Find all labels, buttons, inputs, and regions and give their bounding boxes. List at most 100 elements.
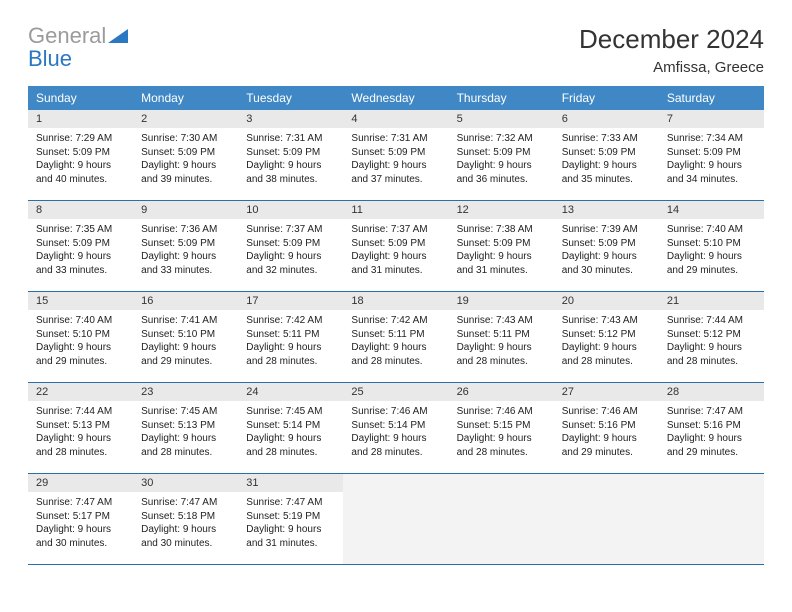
day-body: Sunrise: 7:32 AMSunset: 5:09 PMDaylight:…	[449, 128, 554, 192]
daylight-line1: Daylight: 9 hours	[667, 250, 756, 264]
weekday-thursday: Thursday	[449, 86, 554, 110]
sunrise-text: Sunrise: 7:46 AM	[351, 405, 440, 419]
day-body: Sunrise: 7:47 AMSunset: 5:18 PMDaylight:…	[133, 492, 238, 556]
day-number: 28	[659, 383, 764, 401]
sunrise-text: Sunrise: 7:44 AM	[667, 314, 756, 328]
daylight-line2: and 28 minutes.	[562, 355, 651, 369]
day-body: Sunrise: 7:47 AMSunset: 5:16 PMDaylight:…	[659, 401, 764, 465]
daylight-line2: and 31 minutes.	[246, 537, 335, 551]
daylight-line1: Daylight: 9 hours	[562, 159, 651, 173]
daylight-line1: Daylight: 9 hours	[246, 432, 335, 446]
day-cell: 13Sunrise: 7:39 AMSunset: 5:09 PMDayligh…	[554, 201, 659, 292]
sunrise-text: Sunrise: 7:31 AM	[246, 132, 335, 146]
day-number: 3	[238, 110, 343, 128]
daylight-line2: and 29 minutes.	[141, 355, 230, 369]
sunset-text: Sunset: 5:16 PM	[562, 419, 651, 433]
day-number: 27	[554, 383, 659, 401]
day-cell: 4Sunrise: 7:31 AMSunset: 5:09 PMDaylight…	[343, 110, 448, 201]
sunrise-text: Sunrise: 7:30 AM	[141, 132, 230, 146]
daylight-line1: Daylight: 9 hours	[351, 432, 440, 446]
day-body: Sunrise: 7:31 AMSunset: 5:09 PMDaylight:…	[343, 128, 448, 192]
day-body: Sunrise: 7:35 AMSunset: 5:09 PMDaylight:…	[28, 219, 133, 283]
daylight-line2: and 31 minutes.	[457, 264, 546, 278]
day-number: 12	[449, 201, 554, 219]
daylight-line1: Daylight: 9 hours	[246, 341, 335, 355]
daylight-line2: and 31 minutes.	[351, 264, 440, 278]
daylight-line1: Daylight: 9 hours	[667, 159, 756, 173]
day-body: Sunrise: 7:37 AMSunset: 5:09 PMDaylight:…	[238, 219, 343, 283]
sunrise-text: Sunrise: 7:43 AM	[457, 314, 546, 328]
calendar-header-row: Sunday Monday Tuesday Wednesday Thursday…	[28, 86, 764, 110]
day-number: 6	[554, 110, 659, 128]
calendar-week-row: 8Sunrise: 7:35 AMSunset: 5:09 PMDaylight…	[28, 201, 764, 292]
daylight-line1: Daylight: 9 hours	[562, 341, 651, 355]
day-body: Sunrise: 7:34 AMSunset: 5:09 PMDaylight:…	[659, 128, 764, 192]
daylight-line1: Daylight: 9 hours	[246, 523, 335, 537]
page-subtitle: Amfissa, Greece	[579, 59, 764, 76]
sunrise-text: Sunrise: 7:42 AM	[246, 314, 335, 328]
sunset-text: Sunset: 5:09 PM	[246, 146, 335, 160]
day-cell: 7Sunrise: 7:34 AMSunset: 5:09 PMDaylight…	[659, 110, 764, 201]
calendar-week-row: 15Sunrise: 7:40 AMSunset: 5:10 PMDayligh…	[28, 292, 764, 383]
sunset-text: Sunset: 5:10 PM	[141, 328, 230, 342]
day-number: 26	[449, 383, 554, 401]
sunrise-text: Sunrise: 7:39 AM	[562, 223, 651, 237]
sunrise-text: Sunrise: 7:29 AM	[36, 132, 125, 146]
daylight-line1: Daylight: 9 hours	[246, 250, 335, 264]
day-cell: 12Sunrise: 7:38 AMSunset: 5:09 PMDayligh…	[449, 201, 554, 292]
weekday-sunday: Sunday	[28, 86, 133, 110]
day-number: 11	[343, 201, 448, 219]
day-body: Sunrise: 7:31 AMSunset: 5:09 PMDaylight:…	[238, 128, 343, 192]
day-number: 16	[133, 292, 238, 310]
sunrise-text: Sunrise: 7:31 AM	[351, 132, 440, 146]
day-number: 2	[133, 110, 238, 128]
sunrise-text: Sunrise: 7:47 AM	[36, 496, 125, 510]
sunset-text: Sunset: 5:14 PM	[246, 419, 335, 433]
daylight-line1: Daylight: 9 hours	[457, 341, 546, 355]
empty-cell	[659, 474, 764, 565]
day-body: Sunrise: 7:47 AMSunset: 5:19 PMDaylight:…	[238, 492, 343, 556]
daylight-line1: Daylight: 9 hours	[246, 159, 335, 173]
daylight-line1: Daylight: 9 hours	[351, 159, 440, 173]
daylight-line1: Daylight: 9 hours	[457, 159, 546, 173]
day-body: Sunrise: 7:47 AMSunset: 5:17 PMDaylight:…	[28, 492, 133, 556]
sunset-text: Sunset: 5:09 PM	[246, 237, 335, 251]
sunset-text: Sunset: 5:17 PM	[36, 510, 125, 524]
daylight-line2: and 38 minutes.	[246, 173, 335, 187]
sunrise-text: Sunrise: 7:40 AM	[36, 314, 125, 328]
day-body: Sunrise: 7:42 AMSunset: 5:11 PMDaylight:…	[343, 310, 448, 374]
sunset-text: Sunset: 5:10 PM	[667, 237, 756, 251]
weekday-tuesday: Tuesday	[238, 86, 343, 110]
daylight-line2: and 30 minutes.	[562, 264, 651, 278]
day-cell: 24Sunrise: 7:45 AMSunset: 5:14 PMDayligh…	[238, 383, 343, 474]
day-cell: 19Sunrise: 7:43 AMSunset: 5:11 PMDayligh…	[449, 292, 554, 383]
day-cell: 18Sunrise: 7:42 AMSunset: 5:11 PMDayligh…	[343, 292, 448, 383]
daylight-line1: Daylight: 9 hours	[667, 341, 756, 355]
day-body: Sunrise: 7:45 AMSunset: 5:14 PMDaylight:…	[238, 401, 343, 465]
daylight-line1: Daylight: 9 hours	[562, 432, 651, 446]
daylight-line1: Daylight: 9 hours	[141, 250, 230, 264]
sunrise-text: Sunrise: 7:36 AM	[141, 223, 230, 237]
sunrise-text: Sunrise: 7:32 AM	[457, 132, 546, 146]
sunset-text: Sunset: 5:13 PM	[141, 419, 230, 433]
logo-line1: General	[28, 23, 106, 48]
day-number: 5	[449, 110, 554, 128]
weekday-friday: Friday	[554, 86, 659, 110]
day-cell: 9Sunrise: 7:36 AMSunset: 5:09 PMDaylight…	[133, 201, 238, 292]
day-cell: 21Sunrise: 7:44 AMSunset: 5:12 PMDayligh…	[659, 292, 764, 383]
sunrise-text: Sunrise: 7:34 AM	[667, 132, 756, 146]
logo-line2: Blue	[28, 46, 72, 71]
day-number: 10	[238, 201, 343, 219]
day-cell: 3Sunrise: 7:31 AMSunset: 5:09 PMDaylight…	[238, 110, 343, 201]
day-body: Sunrise: 7:43 AMSunset: 5:11 PMDaylight:…	[449, 310, 554, 374]
day-cell: 16Sunrise: 7:41 AMSunset: 5:10 PMDayligh…	[133, 292, 238, 383]
day-number: 29	[28, 474, 133, 492]
day-cell: 28Sunrise: 7:47 AMSunset: 5:16 PMDayligh…	[659, 383, 764, 474]
day-body: Sunrise: 7:39 AMSunset: 5:09 PMDaylight:…	[554, 219, 659, 283]
sunrise-text: Sunrise: 7:42 AM	[351, 314, 440, 328]
daylight-line2: and 28 minutes.	[457, 446, 546, 460]
sunrise-text: Sunrise: 7:46 AM	[562, 405, 651, 419]
day-cell: 20Sunrise: 7:43 AMSunset: 5:12 PMDayligh…	[554, 292, 659, 383]
day-cell: 22Sunrise: 7:44 AMSunset: 5:13 PMDayligh…	[28, 383, 133, 474]
daylight-line1: Daylight: 9 hours	[36, 159, 125, 173]
